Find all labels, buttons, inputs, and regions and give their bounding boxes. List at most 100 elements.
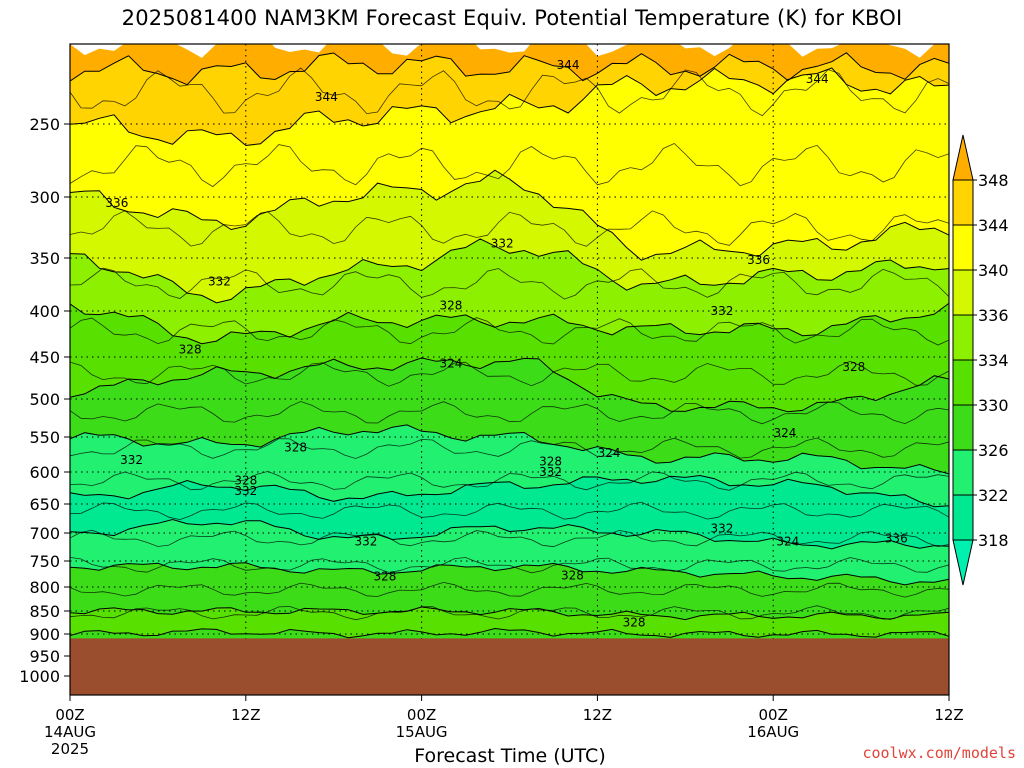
contour-label: 344 [806, 72, 829, 86]
contour-label: 328 [284, 441, 307, 455]
terrain-ground-fill [70, 638, 949, 695]
contour-line-minor [70, 529, 949, 548]
contour-line-minor [70, 317, 949, 346]
contour-label: 328 [539, 455, 562, 469]
contour-label: 324 [598, 446, 621, 460]
x-tick-label: 00Z [407, 706, 436, 724]
contour-label: 328 [439, 299, 462, 313]
colorbar-segment [952, 494, 974, 541]
contour-line-minor [70, 401, 949, 425]
contour-label: 332 [539, 465, 562, 479]
contour-label: 324 [439, 357, 462, 371]
y-tick-label: 350 [29, 249, 60, 268]
x-tick-label: 12Z [934, 706, 963, 724]
x-tick-year: 2025 [51, 740, 89, 758]
colorbar-label: 330 [978, 396, 1009, 415]
contour-line-minor [70, 437, 949, 459]
colorbar-segment [952, 224, 974, 271]
colorbar-segment [952, 404, 974, 451]
contour-label: 328 [561, 569, 584, 583]
contour-line-326 [70, 357, 949, 413]
x-tick-date: 14AUG [44, 723, 96, 741]
contour-label: 324 [776, 534, 799, 548]
contour-label: 336 [885, 532, 908, 546]
y-tick-label: 850 [29, 602, 60, 621]
contour-label: 328 [179, 343, 202, 357]
contour-line-minor [70, 267, 949, 300]
x-tick-date: 15AUG [396, 723, 448, 741]
y-tick-label: 650 [29, 495, 60, 514]
contour-label: 328 [623, 616, 646, 630]
y-tick-label: 700 [29, 524, 60, 543]
contour-line-318 [70, 474, 949, 508]
colorbar-segment [952, 179, 974, 226]
colorbar-segment [952, 314, 974, 361]
colorbar-bottom-arrow [952, 539, 974, 586]
colorbar: 348 344 340 336 334 330 326 322 318 [952, 134, 1009, 586]
y-tick-label: 450 [29, 348, 60, 367]
contour-line-minor [70, 557, 949, 574]
y-tick-label: 950 [29, 647, 60, 666]
contour-label: 344 [557, 58, 580, 72]
contour-line-326 [70, 562, 949, 586]
plot-frame [69, 43, 950, 696]
y-axis-ticks: 250 300 350 400 450 500 550 600 650 700 750 800 850 9… [19, 115, 70, 686]
contour-label: 344 [315, 90, 338, 104]
contour-line-minor [70, 605, 949, 621]
contour-line-minor [70, 501, 949, 521]
contour-label: 332 [491, 236, 514, 250]
x-tick-date: 16AUG [747, 723, 799, 741]
colorbar-label: 348 [978, 171, 1009, 190]
colorbar-label: 326 [978, 441, 1009, 460]
contour-label: 336 [105, 196, 128, 210]
contour-line-330 [70, 302, 949, 345]
colorbar-top-arrow [952, 134, 974, 181]
x-tick-label: 12Z [231, 706, 260, 724]
contour-line-326 [70, 627, 949, 639]
colorbar-label: 318 [978, 531, 1009, 550]
contour-line-minor [70, 210, 949, 247]
contour-label: 332 [234, 484, 257, 498]
contour-line-minor [70, 360, 949, 387]
colorbar-label: 336 [978, 306, 1009, 325]
contour-label: 332 [710, 304, 733, 318]
contour-line-346 [70, 52, 949, 86]
y-tick-label: 600 [29, 463, 60, 482]
y-tick-label: 550 [29, 428, 60, 447]
y-tick-label: 800 [29, 578, 60, 597]
contour-line-330 [70, 606, 949, 621]
x-tick-label: 12Z [583, 706, 612, 724]
colorbar-label: 322 [978, 486, 1009, 505]
chart-title: 2025081400 NAM3KM Forecast Equiv. Potent… [121, 6, 903, 30]
contour-lines [70, 52, 949, 639]
y-tick-label: 300 [29, 188, 60, 207]
contour-label: 328 [842, 360, 865, 374]
contour-label: 324 [773, 426, 796, 440]
contour-label: 328 [374, 570, 397, 584]
contour-line-322 [70, 518, 949, 550]
source-credit: coolwx.com/models [862, 744, 1016, 762]
contour-line-minor [70, 470, 949, 491]
y-tick-label: 500 [29, 390, 60, 409]
y-tick-label: 400 [29, 302, 60, 321]
contour-label: 332 [354, 534, 377, 548]
colorbar-segment [952, 359, 974, 406]
contour-line-338 [70, 169, 949, 261]
colorbar-segment [952, 449, 974, 496]
x-tick-label: 00Z [759, 706, 788, 724]
contour-label: 332 [710, 521, 733, 535]
contour-line-minor [70, 581, 949, 598]
contour-line-minor [70, 143, 949, 188]
x-tick-label: 00Z [55, 706, 84, 724]
y-tick-label: 900 [29, 625, 60, 644]
y-tick-label: 250 [29, 115, 60, 134]
x-axis-label: Forecast Time (UTC) [414, 745, 606, 767]
colorbar-label: 340 [978, 261, 1009, 280]
colorbar-segment [952, 269, 974, 316]
contour-line-minor [70, 67, 949, 117]
contour-line-342 [70, 67, 949, 147]
contour-label: 328 [234, 473, 257, 487]
